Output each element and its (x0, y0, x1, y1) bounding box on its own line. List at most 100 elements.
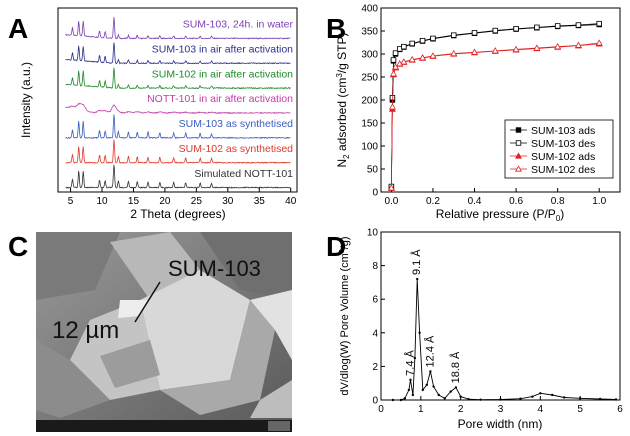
psd-point-23 (539, 392, 541, 394)
panel-b: B 0 50 100 150 200 250 300 350 400 0.0 0.2 0.4 0.6 0.… (326, 4, 620, 224)
panel-a-y-label: Intensity (a.u.) (19, 62, 33, 138)
panel-a-x-ticks: 5 10 15 20 25 30 35 40 (68, 188, 297, 207)
panel-a: A SUM-103, 24h. in water SUM-103 in air a… (8, 8, 297, 221)
b-legend-marker-1 (516, 141, 521, 146)
pxrd-label-0: SUM-103, 24h. in water (183, 19, 294, 31)
psd-point-0 (392, 399, 394, 401)
b-ytick-label-5: 250 (361, 73, 378, 84)
sem-scale-label: 12 µm (52, 317, 119, 344)
psd-point-13 (438, 394, 440, 396)
sem-sample-label: SUM-103 (168, 256, 261, 281)
isotherm-point-1-8 (431, 36, 436, 41)
a-xtick-label-1: 10 (96, 196, 108, 207)
pore-peak-labels: 7.4 Å 9.1 Å 12.4 Å 18.8 Å (403, 249, 461, 384)
b-ytick-label-8: 400 (361, 4, 378, 15)
psd-point-7 (416, 278, 418, 280)
isotherm-point-1-15 (576, 23, 581, 28)
b-ytick-label-3: 150 (361, 119, 378, 130)
panel-d: D 02468100 1 2 3 4 5 6 7.4 Å9.1 Å12.4 Å18.8 Å … (326, 228, 623, 432)
isotherm-point-1-14 (555, 24, 560, 29)
psd-point-11 (429, 370, 431, 372)
b-ytick-label-1: 50 (367, 165, 379, 176)
panel-d-x-label: Pore width (nm) (458, 417, 543, 431)
psd-point-12 (432, 385, 434, 387)
isotherm-point-1-12 (514, 26, 519, 31)
b-legend-label-3: SUM-102 des (531, 164, 595, 176)
a-xtick-label-3: 20 (159, 196, 171, 207)
b-legend-label-0: SUM-103 ads (531, 125, 595, 137)
psd-point-9 (422, 389, 424, 391)
d-xtick-label-2: 2 (458, 404, 464, 415)
psd-peak-label-2: 12.4 Å (423, 335, 436, 367)
b-ytick-label-4: 200 (361, 96, 378, 107)
psd-point-21 (519, 397, 521, 399)
psd-point-3 (408, 389, 410, 391)
psd-point-20 (499, 398, 501, 400)
panel-b-x-label: Relative pressure (P/P0) (436, 207, 565, 223)
a-xtick-label-4: 25 (191, 196, 203, 207)
a-xtick-label-7: 40 (285, 196, 297, 207)
panel-a-letter: A (8, 13, 28, 44)
psd-point-14 (444, 397, 446, 399)
psd-point-27 (599, 398, 601, 400)
d-xtick-label-4: 4 (538, 404, 544, 415)
b-xtick-label-1: 0.2 (426, 196, 440, 207)
panel-d-axes: 0 2 4 6 8 10 0 1 2 3 4 5 6 (367, 228, 623, 416)
isotherm-point-3-1 (390, 104, 396, 109)
b-ytick-label-2: 100 (361, 142, 378, 153)
psd-point-26 (579, 397, 581, 399)
psd-point-8 (418, 332, 420, 334)
a-xtick-label-0: 5 (68, 196, 74, 207)
b-legend-label-1: SUM-103 des (531, 138, 595, 150)
isotherm-point-1-11 (493, 28, 498, 33)
panel-c-letter: C (8, 231, 28, 262)
panel-b-y-label: N2 adsorbed (cm3/g STP) (335, 33, 351, 168)
psd-point-15 (450, 390, 452, 392)
panel-d-y-label: dV/dlog(W) Pore Volume (cm3/g) (339, 236, 351, 395)
pxrd-label-3: NOTT-101 in air after activation (147, 93, 293, 105)
d-ytick-label-2: 4 (372, 328, 378, 339)
d-xtick-label-1: 1 (418, 404, 424, 415)
pxrd-label-1: SUM-103 in air after activation (152, 44, 293, 56)
b-xtick-label-5: 1.0 (592, 196, 606, 207)
psd-peak-label-1: 9.1 Å (410, 249, 423, 275)
psd-peak-label-3: 18.8 Å (449, 351, 462, 383)
d-ytick-label-4: 8 (372, 261, 378, 272)
isotherm-point-1-13 (535, 25, 540, 30)
b-legend-marker-0 (516, 128, 521, 133)
psd-peak-label-0: 7.4 Å (403, 349, 416, 375)
psd-point-4 (409, 379, 411, 381)
d-ytick-label-1: 2 (372, 362, 378, 373)
psd-point-10 (426, 384, 428, 386)
psd-point-1 (400, 399, 402, 401)
d-ytick-label-5: 10 (367, 228, 379, 239)
d-xtick-label-3: 3 (498, 404, 504, 415)
isotherm-point-1-5 (402, 44, 407, 49)
d-xtick-label-0: 0 (378, 404, 384, 415)
isotherm-point-1-7 (420, 38, 425, 43)
pxrd-series-labels: SUM-103, 24h. in water SUM-103 in air aft… (147, 19, 293, 180)
b-xtick-label-3: 0.6 (509, 196, 523, 207)
psd-point-18 (467, 398, 469, 400)
isotherm-point-3-16 (596, 40, 602, 45)
d-xtick-label-6: 6 (617, 404, 623, 415)
d-xtick-label-5: 5 (577, 404, 583, 415)
psd-point-25 (563, 396, 565, 398)
isotherm-point-1-6 (410, 41, 415, 46)
psd-point-22 (531, 395, 533, 397)
b-xtick-label-2: 0.4 (468, 196, 482, 207)
a-xtick-label-6: 35 (254, 196, 266, 207)
b-xtick-label-0: 0.0 (384, 196, 398, 207)
panel-a-x-label: 2 Theta (degrees) (130, 207, 225, 221)
b-legend-label-2: SUM-102 ads (531, 151, 595, 163)
b-xtick-label-4: 0.8 (551, 196, 565, 207)
isotherm-point-1-16 (597, 21, 602, 26)
b-ytick-label-7: 350 (361, 27, 378, 38)
pxrd-label-2: SUM-102 in air after activation (152, 68, 293, 80)
psd-point-16 (455, 386, 457, 388)
psd-point-17 (459, 395, 461, 397)
pxrd-label-5: SUM-102 as synthetised (179, 143, 294, 155)
pxrd-label-6: Simulated NOTT-101 (194, 168, 293, 180)
psd-point-24 (551, 394, 553, 396)
